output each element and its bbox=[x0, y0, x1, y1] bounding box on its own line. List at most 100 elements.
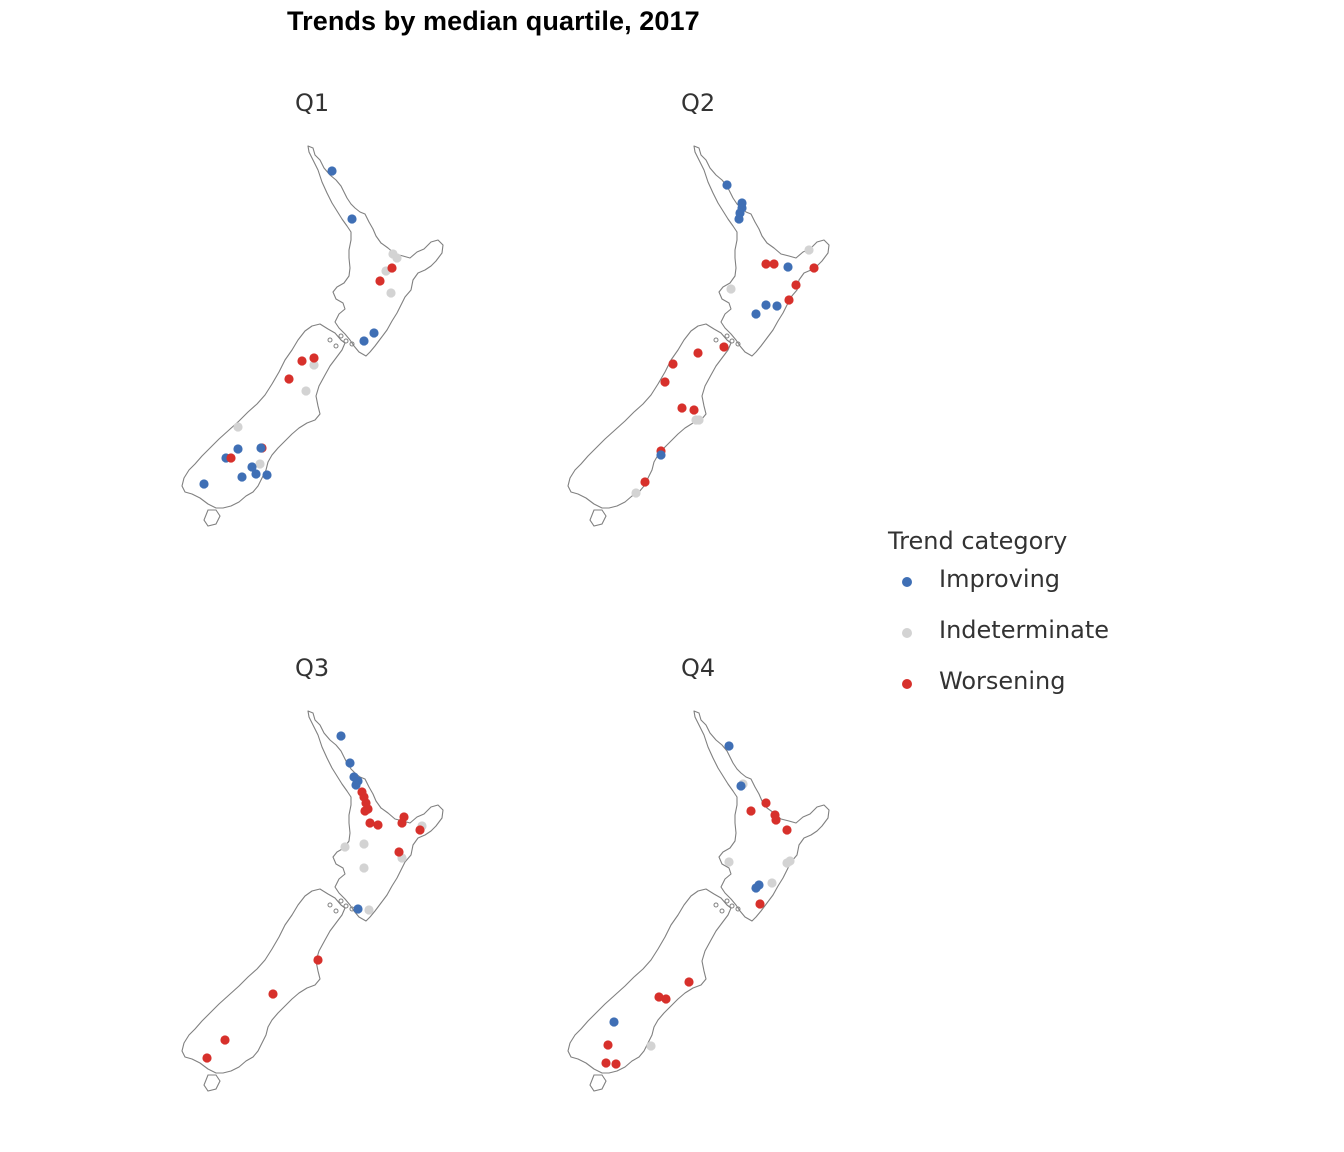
station-point-worsening bbox=[719, 342, 729, 352]
station-point-worsening bbox=[769, 259, 779, 269]
small-island-outline bbox=[729, 903, 735, 909]
station-point-indeterminate bbox=[767, 878, 777, 888]
legend-label-improving: Improving bbox=[939, 565, 1061, 593]
station-point-worsening bbox=[601, 1058, 611, 1068]
north-island-outline bbox=[693, 710, 830, 922]
station-point-improving bbox=[262, 470, 272, 480]
station-point-improving bbox=[724, 741, 734, 751]
panel-label-q2: Q2 bbox=[681, 89, 716, 117]
south-island-outline bbox=[567, 888, 732, 1074]
station-point-worsening bbox=[284, 374, 294, 384]
station-point-improving bbox=[656, 450, 666, 460]
station-point-worsening bbox=[202, 1053, 212, 1063]
stewart-island-outline bbox=[203, 509, 221, 527]
station-point-improving bbox=[722, 180, 732, 190]
station-point-indeterminate bbox=[782, 858, 792, 868]
station-point-worsening bbox=[365, 818, 375, 828]
station-point-improving bbox=[199, 479, 209, 489]
map-panel-q1 bbox=[181, 145, 444, 527]
small-island-outline bbox=[713, 902, 719, 908]
small-island-outline bbox=[327, 337, 333, 343]
small-island-outline bbox=[724, 333, 730, 339]
small-island-outline bbox=[713, 337, 719, 343]
station-point-worsening bbox=[603, 1040, 613, 1050]
station-point-indeterminate bbox=[646, 1041, 656, 1051]
legend-dot-improving bbox=[902, 577, 912, 587]
legend-item-worsening: Worsening bbox=[888, 667, 1067, 718]
station-point-worsening bbox=[226, 453, 236, 463]
panel-label-q3: Q3 bbox=[295, 654, 330, 682]
station-point-improving bbox=[256, 443, 266, 453]
station-point-indeterminate bbox=[386, 288, 396, 298]
station-point-improving bbox=[761, 300, 771, 310]
map-panel-q4 bbox=[567, 710, 830, 1092]
small-island-outline bbox=[327, 902, 333, 908]
small-island-outline bbox=[349, 341, 355, 347]
station-point-indeterminate bbox=[724, 857, 734, 867]
station-point-improving bbox=[353, 904, 363, 914]
station-point-indeterminate bbox=[340, 842, 350, 852]
station-point-improving bbox=[347, 214, 357, 224]
stewart-island-outline bbox=[203, 1074, 221, 1092]
station-point-worsening bbox=[654, 992, 664, 1002]
stewart-island-outline bbox=[589, 509, 607, 527]
station-point-indeterminate bbox=[631, 488, 641, 498]
station-point-worsening bbox=[689, 405, 699, 415]
small-island-outline bbox=[729, 338, 735, 344]
station-point-improving bbox=[783, 262, 793, 272]
station-point-indeterminate bbox=[255, 459, 265, 469]
station-point-improving bbox=[609, 1017, 619, 1027]
station-point-worsening bbox=[782, 825, 792, 835]
station-point-worsening bbox=[415, 825, 425, 835]
station-point-worsening bbox=[220, 1035, 230, 1045]
south-island-outline bbox=[181, 323, 346, 509]
station-point-improving bbox=[251, 469, 261, 479]
stewart-island-outline bbox=[589, 1074, 607, 1092]
small-island-outline bbox=[333, 343, 339, 349]
station-point-worsening bbox=[677, 403, 687, 413]
station-point-indeterminate bbox=[309, 360, 319, 370]
station-point-improving bbox=[369, 328, 379, 338]
station-point-worsening bbox=[373, 820, 383, 830]
south-island-outline bbox=[181, 888, 346, 1074]
station-point-improving bbox=[772, 301, 782, 311]
north-island-outline bbox=[307, 145, 444, 357]
chart-title: Trends by median quartile, 2017 bbox=[287, 6, 700, 36]
small-island-outline bbox=[343, 903, 349, 909]
station-point-worsening bbox=[761, 798, 771, 808]
station-point-worsening bbox=[309, 353, 319, 363]
panel-label-q4: Q4 bbox=[681, 654, 716, 682]
station-point-improving bbox=[359, 336, 369, 346]
station-point-improving bbox=[351, 780, 361, 790]
map-panel-q2 bbox=[567, 145, 830, 527]
legend-dot-indeterminate bbox=[902, 628, 912, 638]
map-panel-q3 bbox=[181, 710, 444, 1092]
station-point-worsening bbox=[360, 806, 370, 816]
station-point-indeterminate bbox=[694, 415, 704, 425]
small-island-outline bbox=[735, 906, 741, 912]
small-island-outline bbox=[338, 333, 344, 339]
station-point-worsening bbox=[268, 989, 278, 999]
station-point-worsening bbox=[784, 295, 794, 305]
station-point-worsening bbox=[640, 477, 650, 487]
station-point-indeterminate bbox=[726, 284, 736, 294]
station-point-worsening bbox=[791, 280, 801, 290]
station-point-indeterminate bbox=[364, 905, 374, 915]
station-point-worsening bbox=[755, 899, 765, 909]
station-point-worsening bbox=[684, 977, 694, 987]
station-point-worsening bbox=[394, 847, 404, 857]
panel-label-q1: Q1 bbox=[295, 89, 330, 117]
station-point-indeterminate bbox=[233, 422, 243, 432]
station-point-indeterminate bbox=[392, 253, 402, 263]
station-point-improving bbox=[336, 731, 346, 741]
station-point-indeterminate bbox=[359, 839, 369, 849]
small-island-outline bbox=[338, 898, 344, 904]
station-point-worsening bbox=[771, 815, 781, 825]
station-point-worsening bbox=[661, 994, 671, 1004]
station-point-worsening bbox=[397, 818, 407, 828]
legend-item-improving: Improving bbox=[888, 565, 1067, 616]
station-point-worsening bbox=[375, 276, 385, 286]
station-point-improving bbox=[736, 781, 746, 791]
station-point-improving bbox=[345, 758, 355, 768]
